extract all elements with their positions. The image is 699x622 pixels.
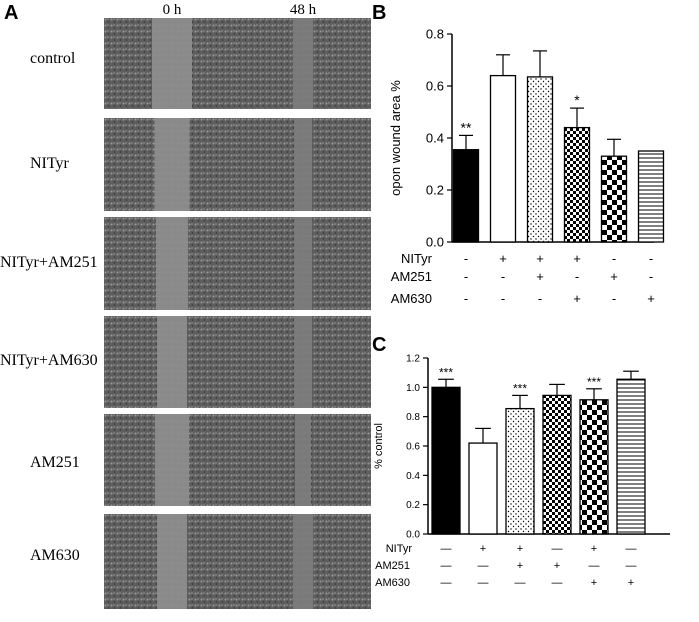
panel-label-a: A: [4, 2, 19, 24]
row-label-am630: AM630: [30, 547, 80, 564]
treatment-label-nityr: NITyr: [401, 251, 433, 266]
treatment-sign: +: [573, 291, 581, 306]
treatment-sign: +: [610, 269, 618, 284]
treatment-sign: -: [464, 291, 468, 306]
bar-3: [505, 407, 535, 535]
treatment-sign: —: [626, 560, 637, 572]
treatment-sign: -: [612, 291, 616, 306]
treatment-sign: —: [589, 560, 600, 572]
bar-2: [468, 442, 498, 535]
treatment-sign: -: [464, 251, 468, 266]
treatment-sign: —: [478, 560, 489, 572]
treatment-sign: +: [536, 251, 544, 266]
treatment-sign: —: [441, 543, 452, 555]
bar-1: [431, 386, 461, 535]
bar-6: [637, 150, 665, 243]
bar-6: [616, 378, 646, 535]
micrograph-48h-row-6: [235, 514, 371, 609]
y-tick-label: 0.2: [426, 183, 444, 198]
treatment-sign: +: [480, 543, 486, 555]
treatment-label-am251: AM251: [375, 560, 410, 572]
column-header-0h: 0 h: [162, 2, 182, 18]
treatment-sign: -: [501, 269, 505, 284]
bar-2: [489, 74, 517, 243]
treatment-sign: —: [552, 577, 563, 589]
bar-5: [600, 155, 628, 243]
treatment-label-nityr: NITyr: [386, 543, 413, 555]
treatment-sign: —: [441, 560, 452, 572]
significance-marker: ***: [439, 365, 453, 379]
treatment-sign: —: [441, 577, 452, 589]
column-header-48h: 48 h: [289, 2, 317, 18]
treatment-label-am630: AM630: [391, 291, 432, 306]
micrograph-0h-row-4: [104, 316, 240, 408]
treatment-sign: +: [591, 543, 597, 555]
treatment-sign: +: [517, 560, 523, 572]
y-tick-label: 1.0: [406, 383, 420, 394]
bar-5: [579, 399, 609, 535]
treatment-sign: -: [501, 291, 505, 306]
treatment-sign: +: [517, 543, 523, 555]
bar-4: [542, 394, 572, 535]
row-label-nityr-am251: NITyr+AM251: [0, 254, 98, 271]
treatment-sign: -: [575, 269, 579, 284]
row-label-nityr: NITyr: [30, 155, 69, 172]
treatment-sign: -: [538, 291, 542, 306]
percent-control-chart: 0.0 0.2 0.4 0.6 0.8 1.0 1.2 % control *** *** *** N…: [373, 354, 670, 589]
y-tick-label: 1.2: [406, 354, 420, 365]
row-label-nityr-am630: NITyr+AM630: [0, 352, 98, 369]
treatment-sign: +: [591, 577, 597, 589]
micrograph-0h-row-5: [104, 414, 240, 506]
micrograph-0h-row-1: [104, 18, 240, 109]
treatment-sign: -: [612, 251, 616, 266]
micrograph-48h-row-4: [235, 316, 371, 408]
micrograph-48h-row-1: [235, 18, 371, 109]
micrograph-0h-row-2: [104, 118, 240, 211]
treatment-label-am251: AM251: [391, 269, 432, 284]
y-tick-label: 0.6: [406, 442, 420, 453]
bar-3: [526, 76, 554, 243]
significance-marker: *: [574, 92, 580, 108]
treatment-sign: +: [647, 291, 655, 306]
treatment-sign: +: [536, 269, 544, 284]
treatment-label-am630: AM630: [375, 577, 410, 589]
treatment-sign: -: [649, 251, 653, 266]
micrograph-0h-row-6: [104, 514, 240, 609]
y-tick-label: 0.6: [426, 79, 444, 94]
significance-marker: ***: [513, 381, 527, 395]
panel-label-c: C: [372, 334, 387, 356]
micrograph-0h-row-3: [104, 217, 240, 310]
micrograph-48h-row-3: [235, 217, 371, 310]
y-axis-title: opon wound area %: [388, 80, 403, 196]
y-axis-title: % control: [373, 423, 385, 469]
significance-marker: **: [461, 119, 472, 135]
y-tick-label: 0.0: [406, 530, 420, 541]
treatment-sign: +: [554, 560, 560, 572]
y-tick-label: 0.2: [406, 500, 420, 511]
y-tick-label: 0.0: [426, 235, 444, 250]
treatment-sign: +: [499, 251, 507, 266]
y-tick-label: 0.8: [406, 412, 420, 423]
treatment-sign: —: [626, 543, 637, 555]
treatment-sign: —: [515, 577, 526, 589]
y-tick-label: 0.8: [426, 27, 444, 42]
treatment-sign: +: [628, 577, 634, 589]
panel-label-b: B: [372, 2, 387, 24]
micrograph-48h-row-5: [235, 414, 371, 506]
treatment-sign: -: [464, 269, 468, 284]
row-label-am251: AM251: [30, 454, 80, 471]
treatment-sign: —: [552, 543, 563, 555]
bar-1: [452, 149, 480, 243]
treatment-sign: —: [478, 577, 489, 589]
micrograph-48h-row-2: [235, 118, 371, 211]
significance-marker: ***: [587, 375, 601, 389]
y-tick-label: 0.4: [406, 471, 420, 482]
treatment-sign: +: [573, 251, 581, 266]
row-label-control: control: [30, 50, 76, 67]
y-tick-label: 0.4: [426, 131, 444, 146]
treatment-sign: -: [649, 269, 653, 284]
bar-4: [563, 126, 591, 243]
